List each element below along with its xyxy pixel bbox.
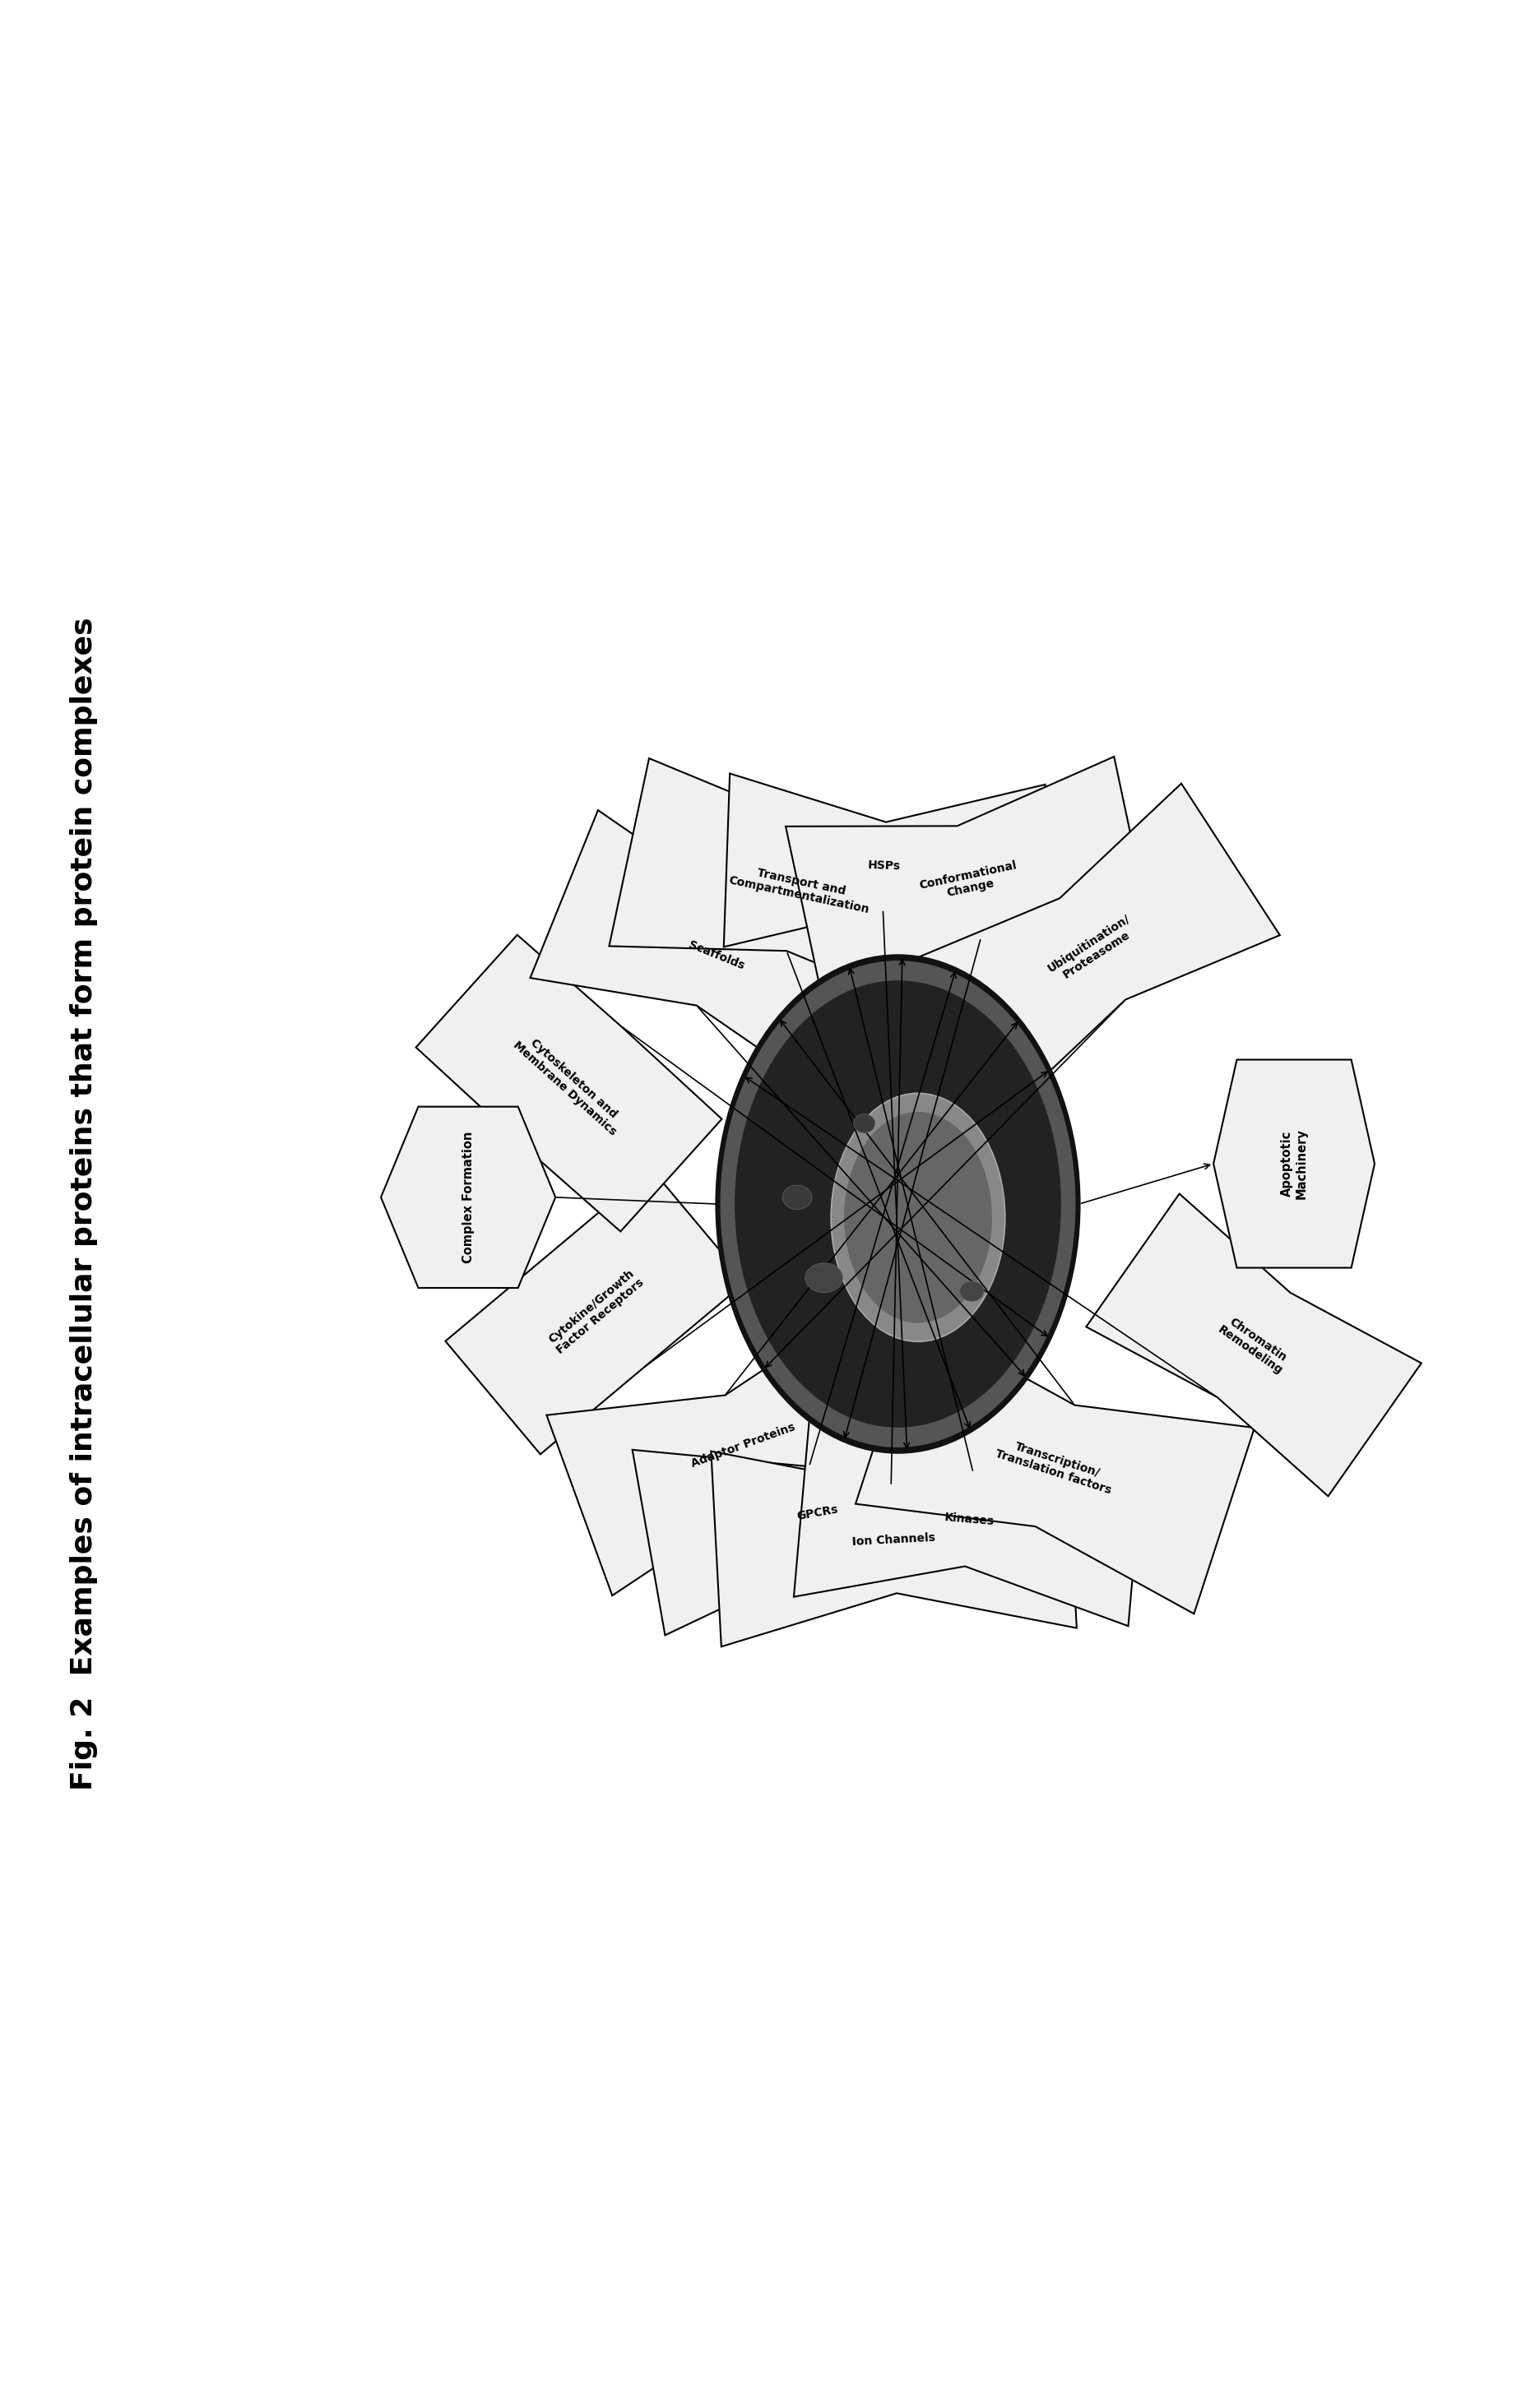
Polygon shape (609, 759, 990, 1019)
Polygon shape (417, 934, 722, 1230)
Polygon shape (632, 1389, 1003, 1635)
Ellipse shape (832, 1093, 1006, 1341)
Text: Complex Formation: Complex Formation (462, 1132, 475, 1264)
Polygon shape (1087, 1194, 1421, 1495)
Polygon shape (786, 756, 1152, 1007)
Text: Transport and
Compartmentalization: Transport and Compartmentalization (726, 862, 873, 915)
Polygon shape (794, 1413, 1144, 1625)
Text: Cytokine/Growth
Factor Receptors: Cytokine/Growth Factor Receptors (546, 1267, 645, 1356)
Polygon shape (1213, 1060, 1375, 1267)
Polygon shape (530, 809, 903, 1100)
Text: Scaffolds: Scaffolds (687, 939, 746, 973)
Text: Transcription/
Translation factors: Transcription/ Translation factors (993, 1435, 1117, 1495)
Polygon shape (546, 1296, 940, 1597)
Text: Ion Channels: Ion Channels (852, 1531, 935, 1548)
Text: Adaptor Proteins: Adaptor Proteins (690, 1421, 797, 1469)
Ellipse shape (783, 1185, 812, 1209)
Ellipse shape (844, 1112, 992, 1322)
Text: HSPs: HSPs (868, 860, 900, 872)
Polygon shape (905, 783, 1280, 1115)
Polygon shape (723, 773, 1045, 958)
Text: Conformational
Change: Conformational Change (917, 860, 1021, 905)
Polygon shape (711, 1433, 1077, 1647)
Ellipse shape (853, 1115, 874, 1132)
Text: Ubiquitination/
Proteasome: Ubiquitination/ Proteasome (1045, 913, 1140, 985)
Text: GPCRs: GPCRs (795, 1503, 839, 1522)
Ellipse shape (720, 961, 1076, 1447)
Ellipse shape (806, 1264, 842, 1293)
Text: Chromatin
Remodeling: Chromatin Remodeling (1215, 1312, 1293, 1377)
Ellipse shape (734, 980, 1061, 1428)
Ellipse shape (717, 956, 1079, 1452)
Polygon shape (382, 1108, 555, 1288)
Polygon shape (446, 1168, 746, 1454)
Ellipse shape (960, 1281, 984, 1300)
Text: Kinases: Kinases (943, 1512, 995, 1527)
Text: Fig. 2  Examples of intracellular proteins that form protein complexes: Fig. 2 Examples of intracellular protein… (70, 616, 98, 1792)
Polygon shape (856, 1317, 1254, 1613)
Text: Cytoskeleton and
Membrane Dynamics: Cytoskeleton and Membrane Dynamics (511, 1028, 627, 1137)
Text: Apoptotic
Machinery: Apoptotic Machinery (1280, 1129, 1308, 1199)
